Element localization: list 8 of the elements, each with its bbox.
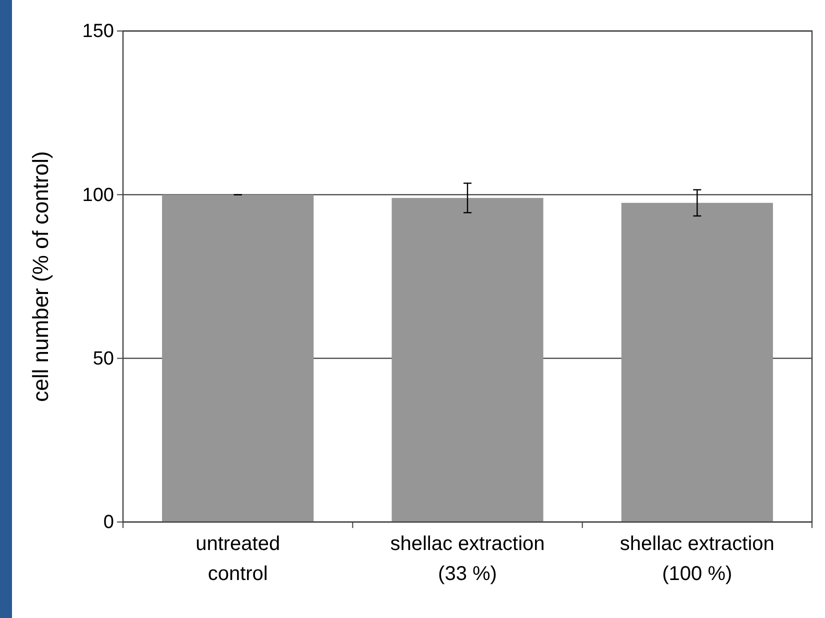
- y-tick-label: 150: [82, 21, 114, 42]
- y-tick-label: 50: [92, 348, 114, 370]
- y-tick-label: 0: [103, 512, 114, 534]
- x-tick-label: shellac extraction (100 %): [620, 533, 774, 586]
- x-tick-label: shellac extraction (33 %): [390, 533, 545, 586]
- y-tick-label: 100: [82, 184, 114, 206]
- x-tick-label: untreated control: [196, 533, 280, 586]
- y-axis-title: cell number (% of control): [28, 151, 53, 402]
